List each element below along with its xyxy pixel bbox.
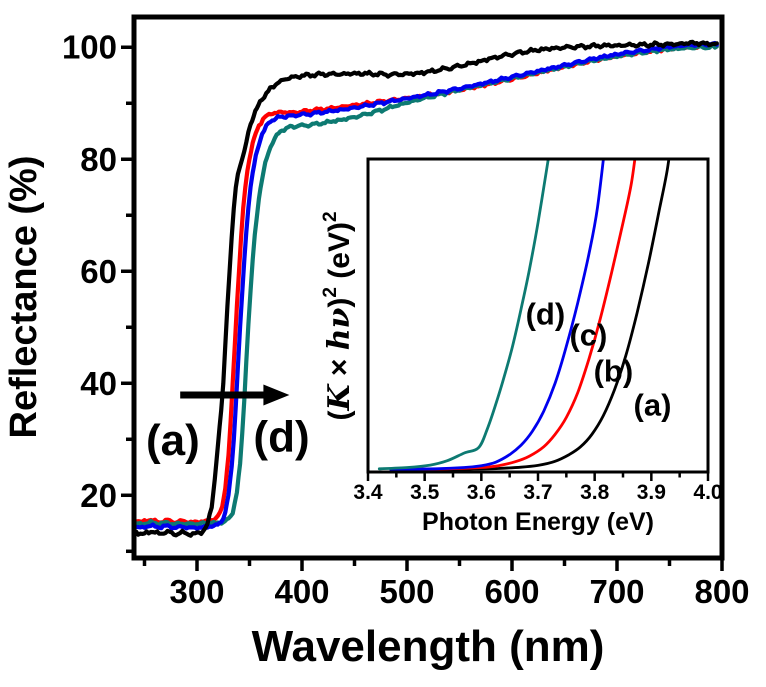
inset-curve-d: [377, 159, 550, 471]
annotation-label-a: (a): [146, 416, 200, 465]
x-tick-label: 600: [484, 573, 539, 610]
main-y-axis-title: Reflectance (%): [3, 156, 45, 439]
inset-curve-label-d: (d): [526, 296, 566, 331]
inset-x-tick-label: 3.9: [637, 481, 666, 504]
main-curve-c: [134, 40, 719, 531]
inset-x-tick-label: 3.5: [410, 481, 440, 504]
x-tick-label: 800: [694, 573, 749, 610]
inset-curve-b: [400, 159, 637, 471]
y-tick-label: 20: [80, 477, 117, 514]
y-tick-label: 80: [80, 141, 117, 178]
y-tick-label: 100: [62, 29, 117, 66]
inset-curves: [377, 159, 671, 471]
main-plot-frame: [131, 14, 725, 561]
y-tick-label: 60: [80, 253, 117, 290]
inset-x-tick-label: 3.4: [353, 481, 383, 504]
main-annotations: (a) (d): [146, 384, 310, 465]
x-tick-label: 700: [589, 573, 644, 610]
inset-x-tick-label: 3.6: [467, 481, 496, 504]
main-x-axis-title: Wavelength (nm): [252, 622, 605, 671]
y-tick-label: 40: [80, 365, 117, 402]
direction-arrow-head: [263, 384, 290, 406]
inset-curve-label-c: (c): [569, 317, 607, 352]
inset-x-axis-title: Photon Energy (eV): [422, 508, 654, 536]
inset-plot: 3.4 3.5 3.6 3.7 3.8 3.9 4.0 (d)(c)(b)(a) Photo…: [320, 157, 723, 536]
main-axes: 300 400 500 600 700 800 20 40 60 80 100: [62, 29, 750, 610]
main-curves: [134, 39, 719, 538]
x-tick-label: 300: [169, 573, 224, 610]
inset-y-axis-title: (K × hν)2 (eV)2: [320, 211, 357, 420]
inset-axes: 3.4 3.5 3.6 3.7 3.8 3.9 4.0: [353, 472, 723, 504]
inset-curve-labels: (d)(c)(b)(a): [526, 296, 672, 422]
main-plot: 300 400 500 600 700 800 20 40 60 80 100 (a) (d) Wav…: [3, 14, 750, 671]
inset-curve-c: [389, 159, 605, 471]
inset-curve-a: [423, 159, 671, 471]
inset-curve-label-a: (a): [634, 388, 672, 423]
inset-x-tick-label: 3.7: [523, 481, 552, 504]
inset-curve-label-b: (b): [594, 354, 634, 389]
inset-x-tick-label: 4.0: [693, 481, 722, 504]
annotation-label-d: (d): [253, 413, 309, 462]
x-tick-label: 400: [274, 573, 329, 610]
inset-x-tick-label: 3.8: [580, 481, 610, 504]
x-tick-label: 500: [379, 573, 434, 610]
main-curve-a: [134, 39, 719, 538]
